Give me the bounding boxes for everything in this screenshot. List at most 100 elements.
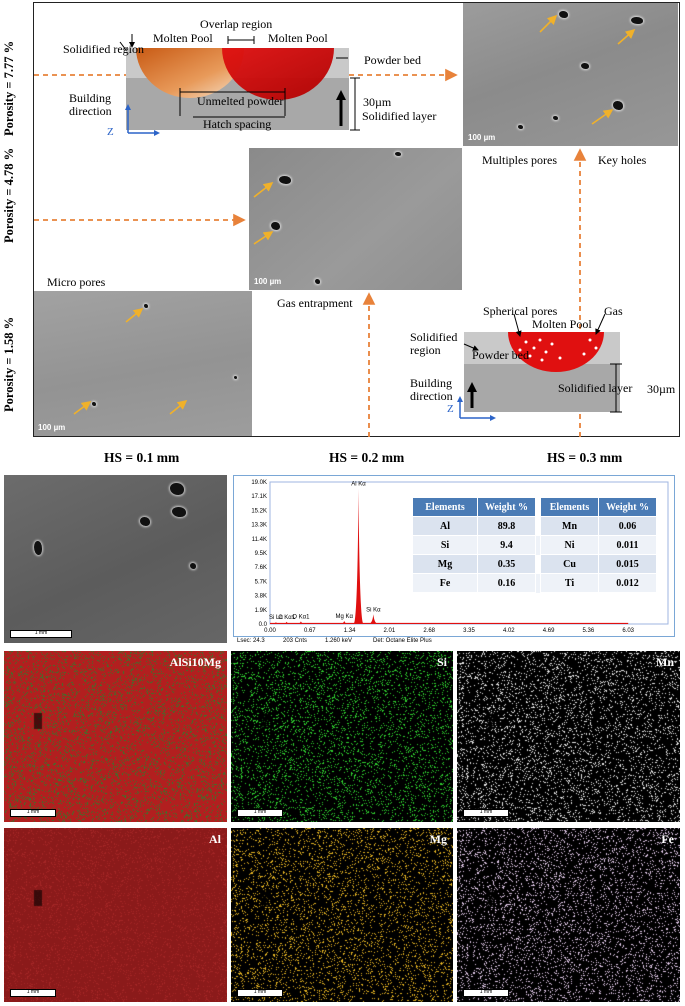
eds-map-fe: Fe 1 mm — [457, 828, 680, 1002]
table-header: Elements — [412, 497, 478, 517]
y-tick-label: 17.1K — [251, 494, 267, 500]
y-tick-label: 3.8K — [255, 594, 267, 600]
scale-bar-label: 100 µm — [38, 423, 66, 432]
x-tick-label: 4.69 — [543, 628, 555, 634]
pore — [271, 222, 280, 230]
scale-bar-label: 1 mm — [479, 809, 493, 815]
eds-footer-counts: 203 Cnts — [283, 638, 308, 644]
scale-bar-label: 1 mm — [26, 989, 40, 995]
y-tick-label: 13.3K — [251, 523, 267, 529]
table-cell: Fe — [412, 573, 478, 593]
pore — [559, 11, 568, 18]
scale-bar-label: 1 mm — [253, 809, 267, 815]
table-cell: Al — [412, 516, 478, 536]
building-direction-label: Building direction — [69, 91, 112, 118]
eds-map-canvas — [231, 651, 453, 822]
scale-bar-label: 1 mm — [34, 630, 48, 636]
solidified-layer-label: Solidified layer — [362, 109, 437, 123]
pore — [144, 304, 148, 308]
x-tick-label: 0.00 — [264, 628, 276, 634]
powder-bed-label: Powder bed — [364, 53, 421, 67]
solidified-region-label-bottom: Solidified region — [410, 330, 458, 357]
eds-map-mn: Mn 1 mm — [457, 651, 680, 822]
table-cell: Ti — [540, 573, 599, 593]
eds-map-canvas — [4, 651, 227, 822]
pore — [518, 125, 523, 129]
solidified-layer-label-bottom: Solidified layer — [558, 381, 633, 395]
scale-bar-label: 1 mm — [26, 809, 40, 815]
eds-map-si: Si 1 mm — [231, 651, 453, 822]
map-label: Mg — [429, 832, 447, 846]
layer-thickness-label: 30µm — [363, 95, 392, 109]
pore — [395, 152, 401, 156]
eds-composition-table: Elements Weight % Elements Weight % Al 8… — [412, 497, 657, 593]
table-header: Weight % — [477, 497, 536, 517]
x-tick-label: 3.35 — [463, 628, 475, 634]
map-label: Mn — [656, 655, 674, 669]
spectrum-peak — [339, 621, 350, 624]
eds-map-canvas — [457, 651, 680, 822]
solidified-region-label: Solidified region — [63, 42, 144, 56]
eds-map-al: Al 1 mm — [4, 828, 227, 1002]
melt-pool-schematic-top — [119, 34, 360, 136]
eds-footer-lsec: Lsec: 24.3 — [237, 638, 265, 644]
x-tick-label: 2.68 — [423, 628, 435, 634]
scale-bar: 1 mm — [463, 809, 509, 817]
table-row: Fe 0.16 Ti 0.012 — [412, 573, 657, 593]
x-tick-label: 6.03 — [622, 628, 634, 634]
pore — [140, 517, 150, 526]
scale-bar: 1 mm — [10, 630, 72, 638]
sem-image-hs02: 100 µm — [249, 148, 462, 290]
peak-label: Si Lα — [269, 615, 283, 621]
scale-bar-label: 100 µm — [254, 277, 282, 286]
table-cell: Mg — [412, 554, 478, 574]
pore — [34, 541, 42, 555]
sem-image-eds: 1 mm — [4, 475, 227, 643]
scale-bar: 1 mm — [10, 989, 56, 997]
molten-pool-label: Molten Pool — [532, 317, 592, 331]
y-tick-label: 15.2K — [251, 508, 267, 514]
eds-footer-detector: Det: Octane Elite Plus — [373, 638, 432, 644]
table-cell: 0.06 — [598, 516, 657, 536]
scale-bar-label: 1 mm — [479, 989, 493, 995]
z-axis-label: Z — [107, 126, 114, 138]
x-tick-label: 0.67 — [304, 628, 316, 634]
scale-bar: 1 mm — [237, 809, 283, 817]
x-tick-label: 2.01 — [384, 628, 396, 634]
table-cell: Cu — [540, 554, 599, 574]
multiples-pores-label: Multiples pores — [482, 153, 557, 167]
molten-pool-right-label: Molten Pool — [268, 31, 328, 45]
x-tick-label: 5.36 — [583, 628, 595, 634]
table-header: Weight % — [598, 497, 657, 517]
peak-label: Si Kα — [366, 607, 381, 613]
overlap-region-label: Overlap region — [200, 17, 273, 31]
map-label: Al — [209, 832, 221, 846]
spectrum-peak — [281, 621, 292, 624]
y-tick-label: 5.7K — [255, 579, 267, 585]
table-cell: Ni — [540, 535, 599, 555]
peak-label: Al Kα — [351, 482, 366, 488]
hatch-spacing-caption-2: HS = 0.2 mm — [329, 450, 405, 465]
y-tick-label: 9.5K — [255, 551, 267, 557]
eds-map-alsi10mg: AlSi10Mg 1 mm — [4, 651, 227, 822]
spectrum-baseline — [270, 622, 629, 624]
x-tick-label: 4.02 — [503, 628, 515, 634]
porosity-panel — [33, 2, 680, 437]
eds-map-canvas — [231, 828, 453, 1002]
pore — [92, 402, 96, 406]
gas-entrapment-label: Gas entrapment — [277, 296, 353, 310]
hatch-spacing-caption-3: HS = 0.3 mm — [547, 450, 623, 465]
table-row: Si 9.4 Ni 0.011 — [412, 535, 657, 555]
unmelted-powder-label: Unmelted powder — [197, 94, 284, 108]
scale-bar: 1 mm — [463, 989, 509, 997]
table-cell: 0.015 — [598, 554, 657, 574]
table-cell: 0.35 — [477, 554, 536, 574]
table-cell: 9.4 — [477, 535, 536, 555]
peak-label: O Kα1 — [292, 614, 310, 620]
table-cell: Mn — [540, 516, 599, 536]
scale-bar: 1 mm — [10, 809, 56, 817]
scale-bar: 1 mm — [237, 989, 283, 997]
table-cell: 89.8 — [477, 516, 536, 536]
z-axis-label-bottom: Z — [447, 403, 454, 415]
pore — [631, 17, 643, 24]
